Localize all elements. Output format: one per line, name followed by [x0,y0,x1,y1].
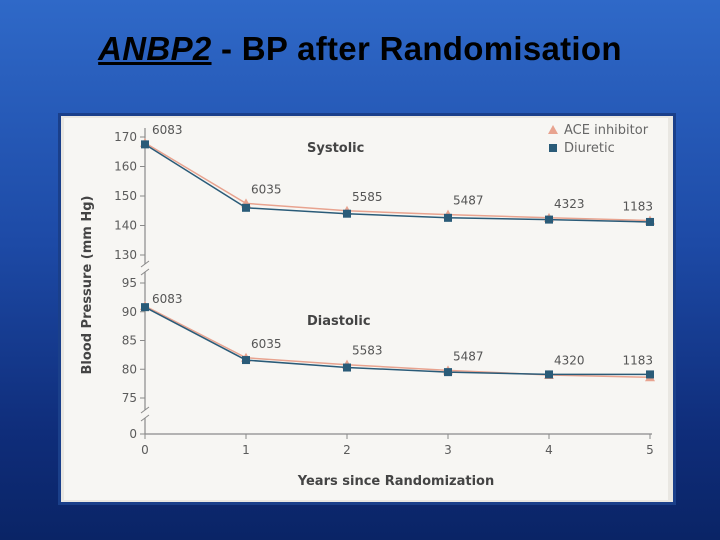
diuretic-point [646,217,654,226]
y-tick-label: 95 [122,276,137,290]
n-label: 6035 [251,337,282,351]
slide-title: ANBP2 - BP after Randomisation [0,30,720,68]
y-tick-label: 170 [114,130,137,144]
title-text: - BP after Randomisation [211,30,622,67]
y-tick-label: 85 [122,334,137,348]
n-label: 4323 [554,197,585,211]
y-tick-label: 90 [122,305,137,319]
ace-line-systolic [144,142,651,222]
x-tick-label: 3 [444,443,452,457]
axis-break-mark [140,268,150,276]
n-label: 5487 [453,349,484,363]
y-tick-label: 140 [114,219,137,233]
axis-break-mark [140,406,150,414]
diuretic-point [242,203,250,212]
diuretic-point [444,368,452,377]
legend-marker-ace [548,125,558,134]
diuretic-point [343,363,351,372]
n-label: 4320 [554,353,585,367]
ace-line-diastolic [144,305,651,379]
x-tick-label: 4 [545,443,553,457]
y-tick-label: 160 [114,160,137,174]
diuretic-point [545,370,553,379]
x-tick-label: 0 [141,443,149,457]
diuretic-point [141,140,149,149]
chart-panel [64,118,668,500]
legend-label: Diuretic [564,141,615,156]
diuretic-point [444,213,452,222]
x-tick-label: 2 [343,443,351,457]
n-label: 5583 [352,344,383,358]
n-label: 1183 [622,353,653,367]
title-gene-name: ANBP2 [98,30,212,67]
axis-break-mark [140,260,150,268]
diuretic-point [141,303,149,312]
diuretic-point [343,209,351,218]
y-tick-label: 75 [122,391,137,405]
diuretic-point [646,370,654,379]
n-label: 5487 [453,194,484,208]
n-label: 6083 [152,123,183,137]
legend-label: ACE inhibitor [564,123,649,138]
diuretic-point [242,356,250,365]
x-tick-label: 1 [242,443,250,457]
panel-title-systolic: Systolic [307,141,364,156]
x-axis-title: Years since Randomization [297,474,494,489]
n-label: 6035 [251,182,282,196]
diuretic-point [545,215,553,224]
y-axis-title: Blood Pressure (mm Hg) [80,196,95,375]
axis-break-mark [140,414,150,422]
legend-marker-diuretic [549,144,557,152]
diuretic-line-systolic [144,143,651,223]
panel-title-diastolic: Diastolic [307,314,371,329]
n-label: 5585 [352,190,383,204]
diuretic-line-diastolic [144,306,650,376]
n-label: 6083 [152,292,183,306]
y-tick-label: 130 [114,248,137,262]
y-tick-label: 80 [122,362,137,376]
n-label: 1183 [622,199,653,213]
y-tick-label-zero: 0 [129,427,137,441]
y-tick-label: 150 [114,189,137,203]
x-tick-label: 5 [646,443,654,457]
